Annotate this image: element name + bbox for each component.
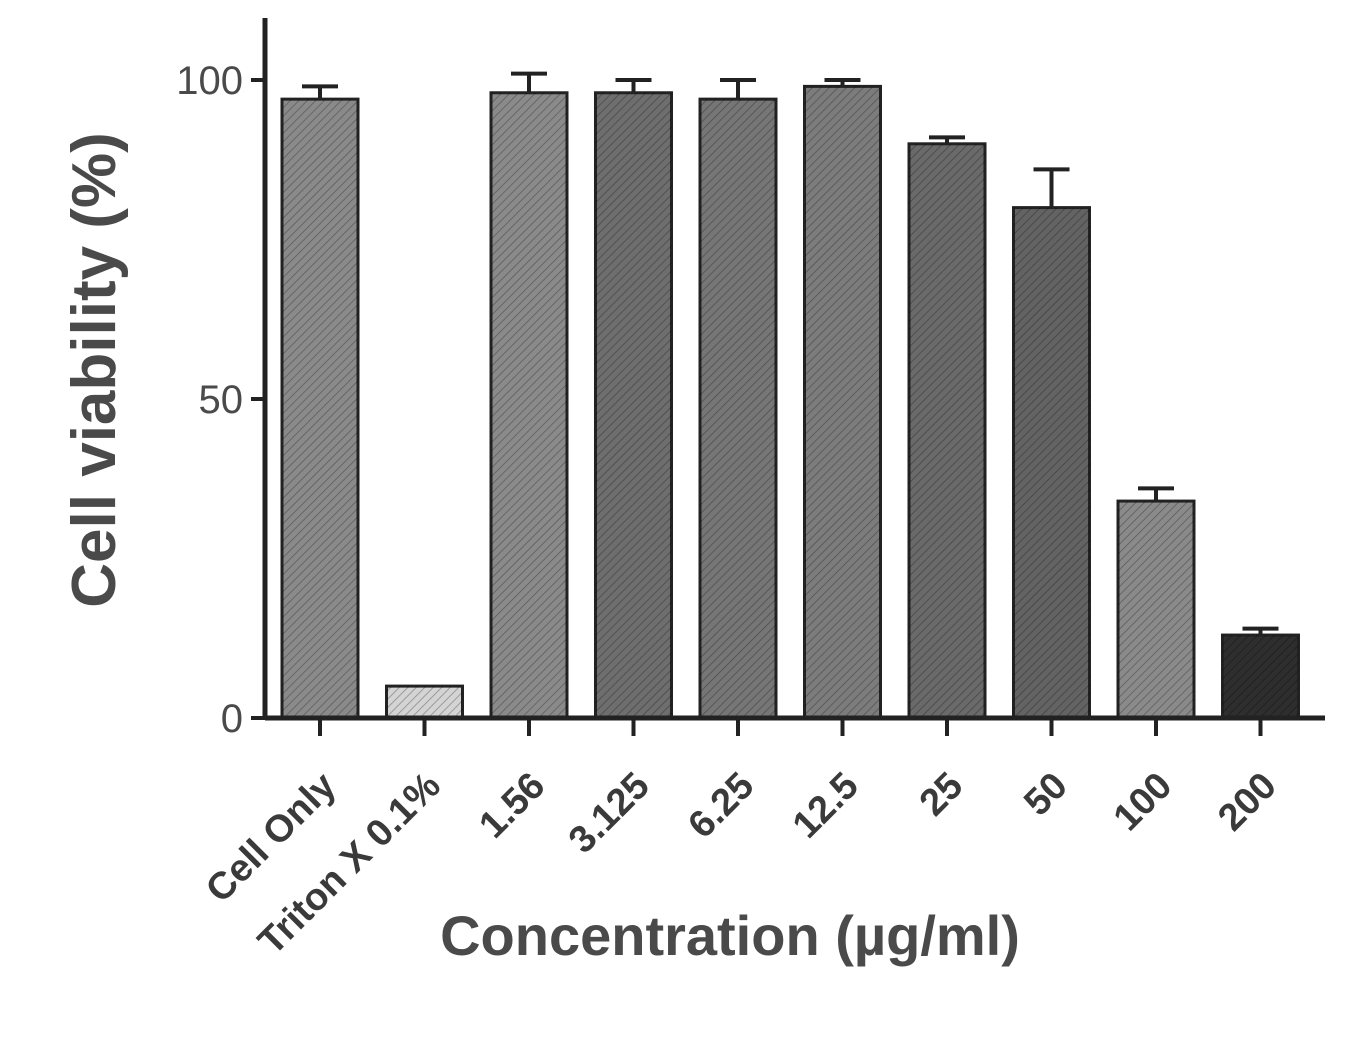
bar-texture bbox=[491, 93, 567, 718]
x-tick-label: 50 bbox=[1016, 765, 1076, 825]
bar-texture bbox=[1118, 501, 1194, 718]
x-tick-label: 3.125 bbox=[561, 765, 658, 862]
bar-texture bbox=[596, 93, 672, 718]
bar-group bbox=[700, 80, 776, 718]
bar-texture bbox=[387, 686, 463, 718]
bar-group bbox=[282, 86, 358, 718]
bar-group bbox=[909, 137, 985, 718]
bars-layer bbox=[282, 74, 1299, 718]
x-axis-title: Concentration (µg/ml) bbox=[440, 904, 1020, 967]
bar-group bbox=[805, 80, 881, 718]
bar-group bbox=[491, 74, 567, 718]
bar-group bbox=[387, 686, 463, 718]
x-tick-label: Triton X 0.1% bbox=[250, 765, 448, 963]
bar-group bbox=[1118, 488, 1194, 718]
y-axis-title: Cell viability (%) bbox=[60, 132, 129, 607]
bar-group bbox=[1223, 629, 1299, 718]
bar-texture bbox=[805, 86, 881, 718]
bar-texture bbox=[700, 99, 776, 718]
x-tick-label: 25 bbox=[912, 765, 972, 825]
x-tick-label: 1.56 bbox=[471, 765, 553, 847]
bar-texture bbox=[1014, 208, 1090, 718]
y-tick-label: 100 bbox=[176, 59, 243, 103]
bar-texture bbox=[1223, 635, 1299, 718]
bar-group bbox=[596, 80, 672, 718]
y-tick-label: 0 bbox=[221, 697, 243, 741]
x-tick-label: 100 bbox=[1106, 765, 1181, 840]
bar-texture bbox=[909, 144, 985, 718]
x-tick-label: 12.5 bbox=[785, 765, 867, 847]
y-tick-label: 50 bbox=[199, 378, 244, 422]
bar-group bbox=[1014, 169, 1090, 718]
x-tick-label: 6.25 bbox=[680, 765, 762, 847]
bar-texture bbox=[282, 99, 358, 718]
x-tick-label: 200 bbox=[1210, 765, 1285, 840]
